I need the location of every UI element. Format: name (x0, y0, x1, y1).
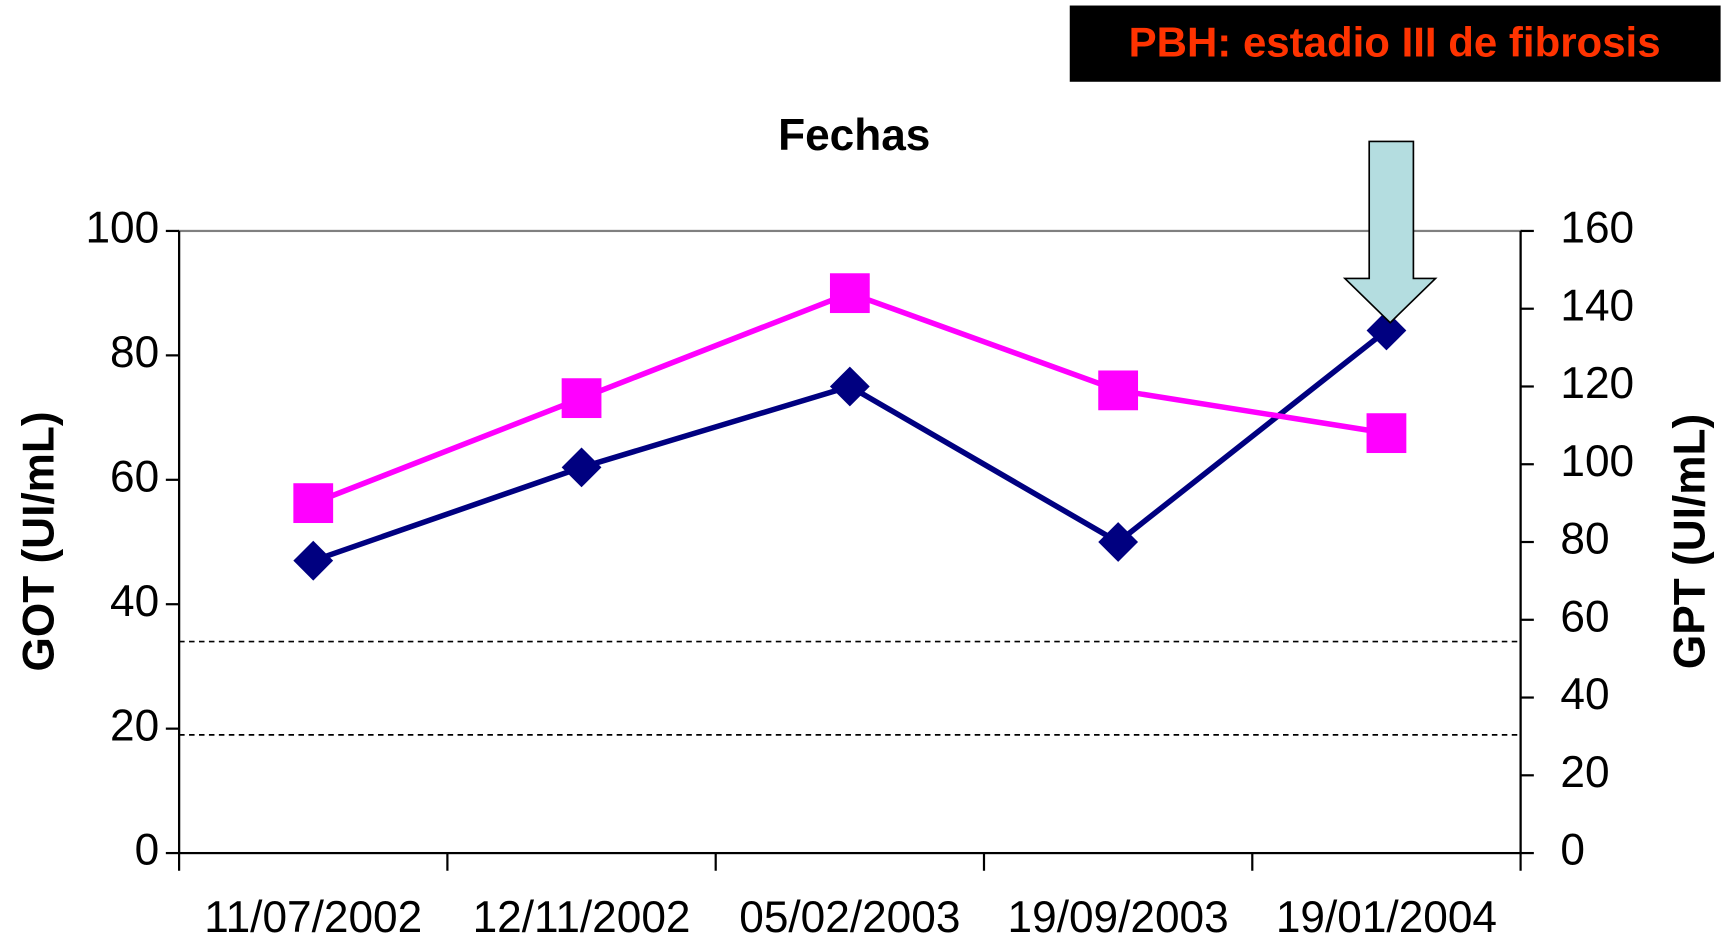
y2-tick-label: 0 (1560, 826, 1585, 875)
y-tick-label: 60 (110, 452, 159, 501)
y2-axis-label: GPT (UI/mL) (1666, 414, 1715, 669)
x-tick-label: 12/11/2002 (473, 893, 691, 942)
marker (293, 540, 334, 581)
marker (1366, 413, 1407, 454)
marker (829, 366, 870, 407)
y2-tick-label: 160 (1560, 204, 1634, 253)
marker (561, 447, 602, 488)
x-tick-label: 19/01/2004 (1276, 893, 1497, 942)
annotation: PBH: estadio III de fibrosis (1129, 18, 1661, 65)
y-axis-label: GOT (UI/mL) (15, 411, 64, 671)
marker (293, 483, 334, 524)
y2-tick-label: 60 (1560, 592, 1609, 641)
y-tick-label: 40 (110, 577, 159, 626)
arrow (1342, 140, 1438, 324)
y-tick-label: 100 (85, 204, 159, 253)
y-tick-label: 20 (110, 701, 159, 750)
y2-tick-label: 40 (1560, 670, 1609, 719)
x-tick-label: 19/09/2003 (1008, 893, 1229, 942)
y2-tick-label: 120 (1560, 359, 1634, 408)
y2-tick-label: 80 (1560, 515, 1609, 564)
plot-frame (177, 229, 1522, 855)
y2-tick-label: 140 (1560, 281, 1634, 330)
y-tick-label: 0 (135, 826, 160, 875)
y2-tick-label: 100 (1560, 437, 1634, 486)
marker (1098, 370, 1139, 411)
x-tick-label: 05/02/2003 (739, 893, 960, 942)
x-tick-label: 11/07/2002 (204, 893, 422, 942)
y2-tick-label: 20 (1560, 748, 1609, 797)
marker (1366, 310, 1407, 351)
chart-title: Fechas (778, 111, 930, 160)
series-line (312, 328, 1389, 564)
y-tick-label: 80 (110, 328, 159, 377)
annotation-box (1069, 5, 1721, 82)
marker (561, 378, 602, 419)
marker (829, 273, 870, 314)
